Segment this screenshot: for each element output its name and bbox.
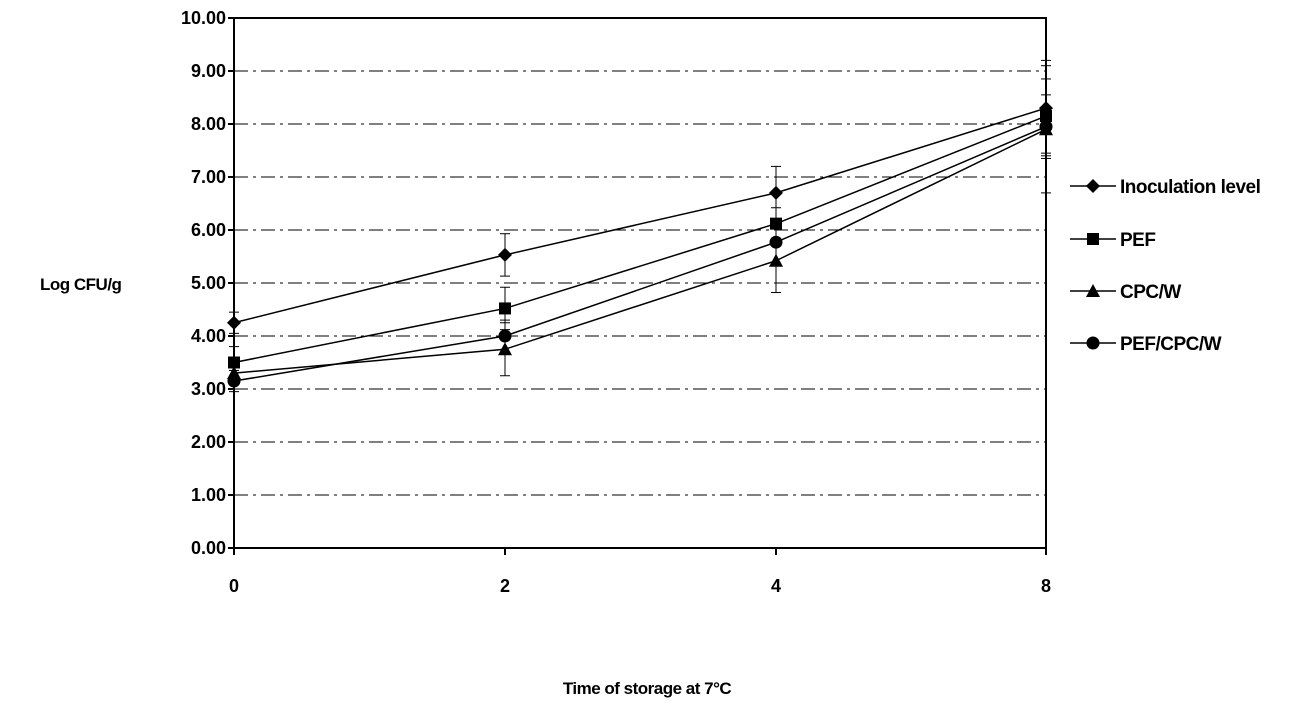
series-layer — [227, 59, 1053, 393]
legend-marker-1 — [1087, 233, 1099, 245]
y-axis-title: Log CFU/g — [40, 275, 122, 294]
y-tick-label-7: 7.00 — [191, 167, 226, 187]
x-tick-label-2: 4 — [771, 576, 781, 596]
data-point-0-0 — [227, 315, 241, 330]
series-3 — [227, 94, 1053, 393]
legend-label-1: PEF — [1120, 230, 1155, 251]
x-tick-label-1: 2 — [500, 576, 510, 596]
legend-label-2: CPC/W — [1120, 282, 1181, 303]
x-tick-label-3: 8 — [1041, 576, 1051, 596]
data-point-3-2 — [769, 235, 783, 249]
y-tick-label-8: 8.00 — [191, 114, 226, 134]
legend-item-1: PEF — [1070, 230, 1156, 251]
series-line-2 — [233, 128, 1047, 374]
series-line-1 — [233, 115, 1047, 364]
x-axis: 0 2 4 8 — [229, 548, 1051, 596]
legend-item-2: CPC/W — [1070, 282, 1182, 303]
y-tick-label-1: 1.00 — [191, 485, 226, 505]
series-2 — [227, 65, 1053, 390]
data-point-3-1 — [498, 329, 512, 343]
x-axis-title: Time of storage at 7°C — [563, 679, 732, 698]
data-point-1-1 — [499, 302, 511, 315]
legend-marker-2 — [1086, 284, 1100, 297]
y-tick-label-0: 0.00 — [191, 538, 226, 558]
data-point-3-0 — [227, 374, 241, 388]
y-tick-label-4: 4.00 — [191, 326, 226, 346]
data-point-0-2 — [769, 185, 783, 200]
data-point-0-1 — [498, 247, 512, 262]
y-axis: 0.00 1.00 2.00 3.00 4.00 5.00 6.00 7.00 8.00 9.00… — [181, 8, 234, 558]
gridlines — [234, 70, 1046, 496]
legend-item-0: Inoculation level — [1070, 177, 1261, 198]
legend: Inoculation level PEF CPC/W PEF/CPC/W — [1070, 177, 1261, 355]
y-tick-label-6: 6.00 — [191, 220, 226, 240]
series-0 — [227, 59, 1053, 334]
data-point-3-3 — [1039, 120, 1053, 134]
series-line-0 — [233, 107, 1047, 324]
y-tick-label-2: 2.00 — [191, 432, 226, 452]
legend-label-3: PEF/CPC/W — [1120, 334, 1222, 355]
legend-label-0: Inoculation level — [1120, 177, 1260, 198]
y-tick-label-10: 10.00 — [181, 8, 226, 28]
y-tick-label-9: 9.00 — [191, 61, 226, 81]
legend-marker-3 — [1086, 336, 1100, 350]
legend-marker-0 — [1086, 179, 1100, 193]
legend-item-3: PEF/CPC/W — [1070, 334, 1222, 355]
y-tick-label-5: 5.00 — [191, 273, 226, 293]
x-tick-label-0: 0 — [229, 576, 239, 596]
series-line-3 — [233, 125, 1047, 382]
y-tick-label-3: 3.00 — [191, 379, 226, 399]
